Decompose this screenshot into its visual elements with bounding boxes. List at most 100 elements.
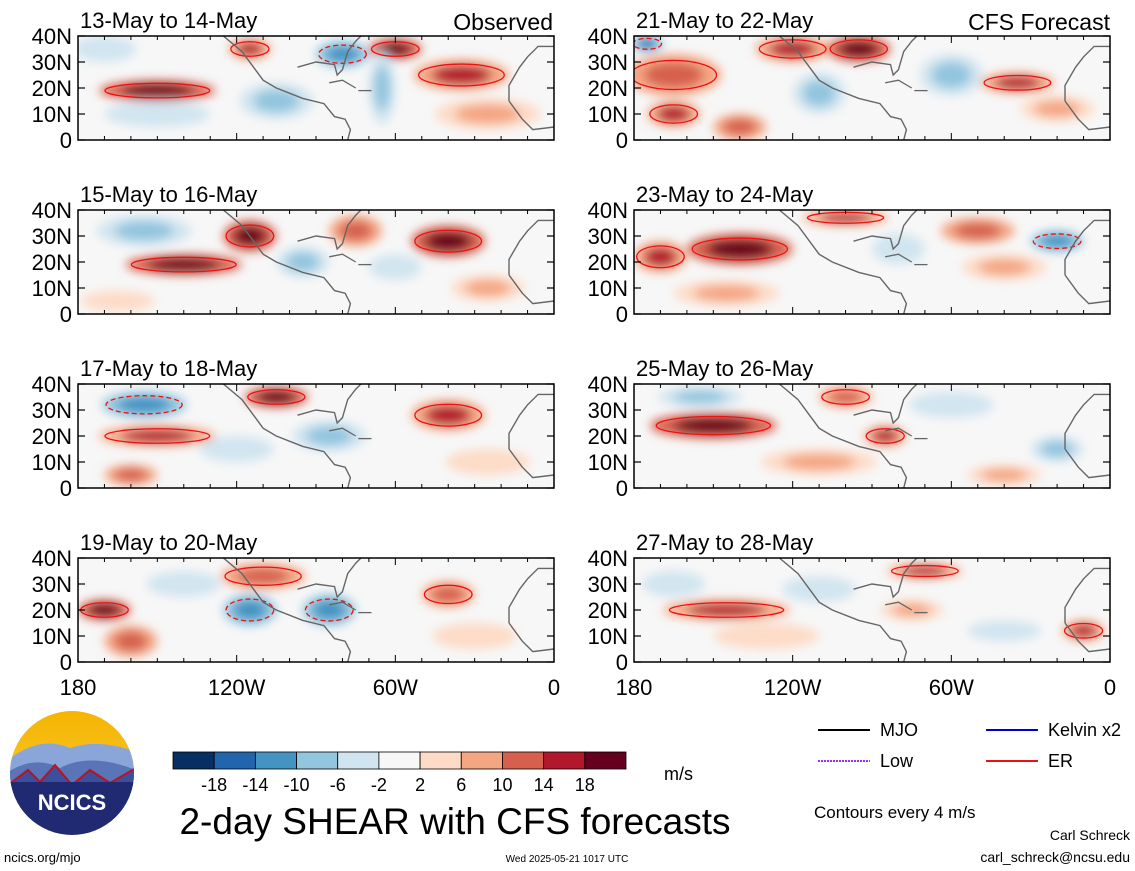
colorbar-tick-label: -6 bbox=[330, 775, 346, 795]
x-tick-label: 60W bbox=[929, 675, 974, 700]
er-contour bbox=[821, 389, 871, 405]
colorbar-swatch bbox=[172, 751, 215, 770]
shear-anomaly-core bbox=[213, 440, 260, 458]
y-tick-label: 10N bbox=[32, 276, 72, 301]
er-contour bbox=[668, 602, 785, 618]
y-tick-label: 20N bbox=[588, 424, 628, 449]
shear-anomaly-core bbox=[925, 396, 978, 413]
x-tick-label: 60W bbox=[373, 675, 418, 700]
shear-anomaly-core bbox=[84, 40, 125, 58]
y-tick-label: 40N bbox=[32, 546, 72, 571]
colorbar: -18 -14 -10 -6 -2 2 6 10 14 18 bbox=[172, 751, 627, 795]
er-contour bbox=[225, 598, 275, 622]
panel-date-label: 13-May to 14-May bbox=[80, 8, 257, 33]
coastline bbox=[297, 384, 362, 425]
ncics-logo: NCICS bbox=[10, 711, 134, 835]
er-contour bbox=[865, 428, 905, 444]
er-contour bbox=[414, 229, 483, 253]
coastline bbox=[1064, 100, 1110, 131]
shear-anomaly-core bbox=[644, 247, 677, 267]
coastline bbox=[222, 36, 352, 140]
shear-anomaly-core bbox=[425, 231, 472, 251]
y-tick-label: 0 bbox=[616, 650, 628, 675]
coastline bbox=[1064, 393, 1110, 449]
er-contour bbox=[414, 403, 483, 427]
contour-note: Contours every 4 m/s bbox=[814, 803, 976, 822]
panel-date-label: 17-May to 18-May bbox=[80, 356, 257, 381]
shear-anomaly-core bbox=[94, 294, 141, 308]
shear-anomaly-core bbox=[687, 603, 766, 617]
coastline bbox=[1064, 45, 1110, 101]
panel-date-label: 19-May to 20-May bbox=[80, 530, 257, 555]
shear-anomaly-core bbox=[114, 468, 148, 482]
colorbar-swatch bbox=[378, 751, 421, 770]
coastline bbox=[508, 45, 554, 101]
shear-anomaly-core bbox=[431, 586, 465, 603]
y-tick-label: 10N bbox=[588, 624, 628, 649]
y-tick-label: 30N bbox=[588, 224, 628, 249]
shear-anomaly-core bbox=[673, 417, 753, 434]
er-contour bbox=[104, 82, 211, 99]
er-contour bbox=[130, 256, 237, 273]
coastline bbox=[1064, 219, 1110, 275]
shear-anomaly-core bbox=[431, 65, 491, 85]
coastline bbox=[853, 384, 918, 425]
coastline bbox=[222, 210, 352, 314]
y-tick-label: 10N bbox=[588, 276, 628, 301]
y-tick-label: 40N bbox=[588, 24, 628, 49]
colorbar-swatch bbox=[460, 751, 503, 770]
shear-anomaly-core bbox=[901, 566, 948, 576]
coastline bbox=[778, 210, 908, 314]
colorbar-tick-label: 10 bbox=[492, 775, 512, 795]
y-tick-label: 20N bbox=[588, 598, 628, 623]
shear-anomaly-core bbox=[796, 581, 843, 598]
y-tick-label: 0 bbox=[616, 476, 628, 501]
y-tick-label: 20N bbox=[32, 250, 72, 275]
shear-anomaly-core bbox=[657, 105, 691, 123]
shear-anomaly-core bbox=[653, 575, 694, 593]
shear-anomaly-core bbox=[1070, 624, 1097, 638]
shear-anomaly-core bbox=[306, 426, 353, 446]
shear-anomaly-core bbox=[829, 390, 862, 404]
y-tick-label: 10N bbox=[32, 102, 72, 127]
shear-anomaly-core bbox=[378, 259, 412, 276]
legend-label: Kelvin x2 bbox=[1048, 720, 1121, 740]
shear-anomaly-core bbox=[882, 239, 915, 259]
colorbar-swatch bbox=[419, 751, 462, 770]
shear-anomaly-core bbox=[233, 600, 267, 620]
y-tick-label: 0 bbox=[616, 302, 628, 327]
shear-anomaly-core bbox=[872, 429, 899, 443]
y-tick-label: 40N bbox=[32, 198, 72, 223]
shear-anomaly-core bbox=[114, 631, 148, 651]
shear-anomaly-core bbox=[236, 42, 264, 56]
shear-anomaly-core bbox=[464, 279, 511, 297]
contour-legend: MJO Kelvin x2 Low ER bbox=[818, 720, 1121, 771]
x-tick-label: 0 bbox=[548, 675, 560, 700]
colorbar-swatch bbox=[254, 751, 297, 770]
coastline bbox=[508, 393, 554, 449]
colorbar-tick-label: -18 bbox=[201, 775, 227, 795]
er-contour bbox=[423, 584, 473, 605]
shear-anomaly-core bbox=[455, 104, 521, 124]
coastline bbox=[1064, 448, 1110, 479]
x-tick-label: 0 bbox=[1104, 675, 1116, 700]
coastline bbox=[853, 558, 918, 599]
colorbar-swatch bbox=[584, 751, 627, 770]
shear-anomaly-core bbox=[236, 568, 290, 585]
y-tick-label: 40N bbox=[32, 24, 72, 49]
y-tick-label: 20N bbox=[32, 76, 72, 101]
coastline bbox=[297, 36, 362, 77]
er-contour bbox=[649, 104, 699, 124]
y-tick-label: 20N bbox=[32, 424, 72, 449]
legend-label: MJO bbox=[880, 720, 918, 740]
coastline bbox=[329, 601, 357, 611]
er-contour bbox=[225, 224, 275, 248]
colorbar-unit: m/s bbox=[664, 764, 693, 784]
shear-anomaly-core bbox=[706, 239, 773, 259]
colorbar-tick-label: 18 bbox=[575, 775, 595, 795]
panel-date-label: 23-May to 24-May bbox=[636, 182, 813, 207]
